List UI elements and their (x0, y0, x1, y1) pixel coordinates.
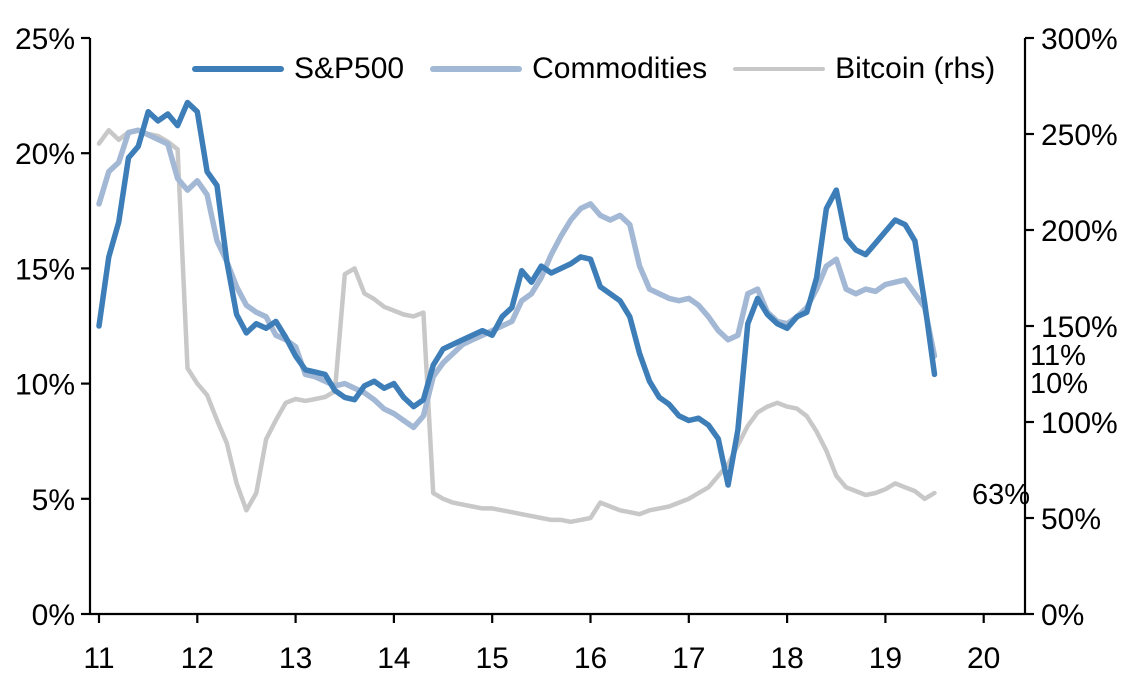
left-axis-tick-label: 0% (32, 599, 75, 632)
right-axis-tick-label: 250% (1041, 119, 1118, 152)
sp500-line-swatch (192, 66, 284, 72)
series-line-s-p500 (96, 99, 938, 488)
bitcoin-line-swatch (733, 66, 826, 72)
right-axis-tick-label: 150% (1041, 311, 1118, 344)
commodities-line-swatch (430, 66, 523, 72)
annotation-commodities-end-value: 11% (1030, 340, 1086, 372)
x-axis-tick-label: 14 (377, 642, 410, 675)
right-axis-tick-label: 100% (1041, 407, 1118, 440)
right-axis-tick-label: 50% (1041, 503, 1101, 536)
series-line-bitcoin-rhs- (96, 127, 937, 525)
x-axis-tick-label: 12 (181, 642, 214, 675)
x-axis-tick-label: 20 (967, 642, 1000, 675)
x-axis-tick-label: 16 (574, 642, 607, 675)
legend-label-bitcoin: Bitcoin (rhs) (835, 52, 996, 85)
left-axis-tick-label: 15% (15, 253, 75, 286)
x-axis-tick-label: 17 (672, 642, 705, 675)
x-axis-tick-label: 11 (83, 642, 114, 675)
x-axis-tick-label: 19 (869, 642, 902, 675)
legend-label-commodities: Commodities (532, 52, 708, 85)
left-axis-tick-label: 20% (15, 138, 75, 171)
legend-item-sp500: S&P500 (192, 52, 404, 86)
x-axis-tick-label: 15 (476, 642, 509, 675)
left-axis-tick-label: 5% (32, 484, 75, 517)
legend-item-bitcoin: Bitcoin (rhs) (733, 52, 995, 86)
legend: S&P500 Commodities Bitcoin (rhs) (192, 52, 1021, 86)
right-axis-tick-label: 300% (1041, 23, 1118, 56)
left-axis-tick-label: 10% (15, 369, 75, 402)
x-axis-tick-label: 18 (770, 642, 803, 675)
legend-label-sp500: S&P500 (294, 52, 405, 85)
legend-item-commodities: Commodities (430, 52, 707, 86)
right-axis-tick-label: 200% (1041, 215, 1118, 248)
right-axis-tick-label: 0% (1041, 599, 1084, 632)
annotation-sp500-end-value: 10% (1030, 368, 1089, 400)
left-axis-tick-label: 25% (15, 23, 75, 56)
annotation-bitcoin-end-value: 63% (972, 479, 1031, 511)
x-axis-tick-label: 13 (279, 642, 312, 675)
